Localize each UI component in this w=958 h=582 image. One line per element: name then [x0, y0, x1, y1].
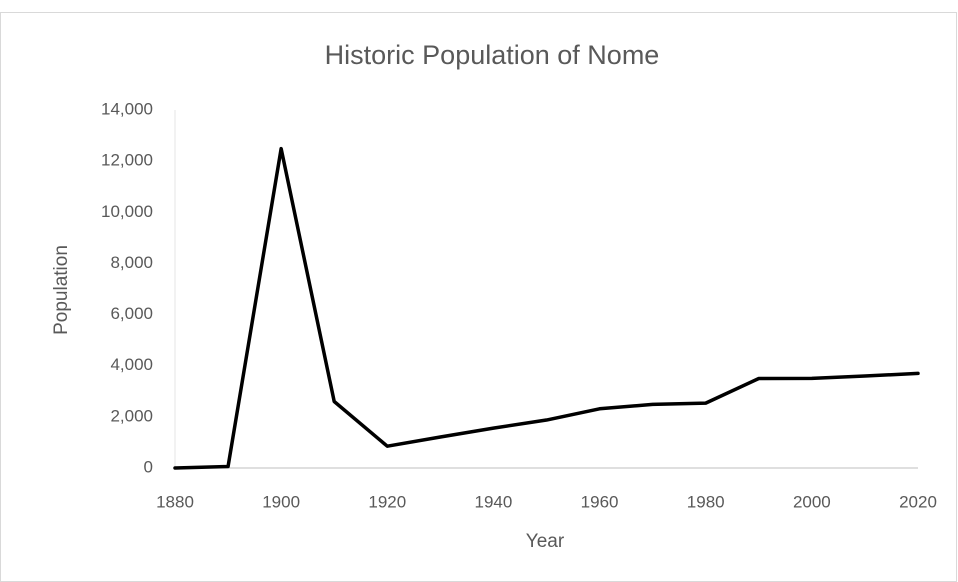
y-tick-label: 2,000: [110, 406, 153, 425]
x-tick-label: 1980: [687, 492, 725, 511]
x-tick-label: 2000: [793, 492, 831, 511]
x-axis-label: Year: [526, 531, 565, 552]
x-tick-label: 2020: [899, 492, 937, 511]
y-tick-label: 12,000: [101, 151, 153, 170]
y-tick-label: 4,000: [110, 355, 153, 374]
y-tick-label: 0: [144, 457, 153, 476]
y-tick-label: 10,000: [101, 202, 153, 221]
x-tick-label: 1920: [368, 492, 406, 511]
y-axis-label: Population: [51, 245, 72, 335]
data-line: [173, 146, 920, 470]
x-tick-label: 1940: [475, 492, 513, 511]
x-tick-label: 1960: [581, 492, 619, 511]
x-tick-label: 1880: [156, 492, 194, 511]
x-tick-label: 1900: [262, 492, 300, 511]
chart-title: Historic Population of Nome: [325, 40, 660, 70]
y-tick-label: 6,000: [110, 304, 153, 323]
y-tick-label: 14,000: [101, 99, 153, 118]
y-tick-label: 8,000: [110, 253, 153, 272]
